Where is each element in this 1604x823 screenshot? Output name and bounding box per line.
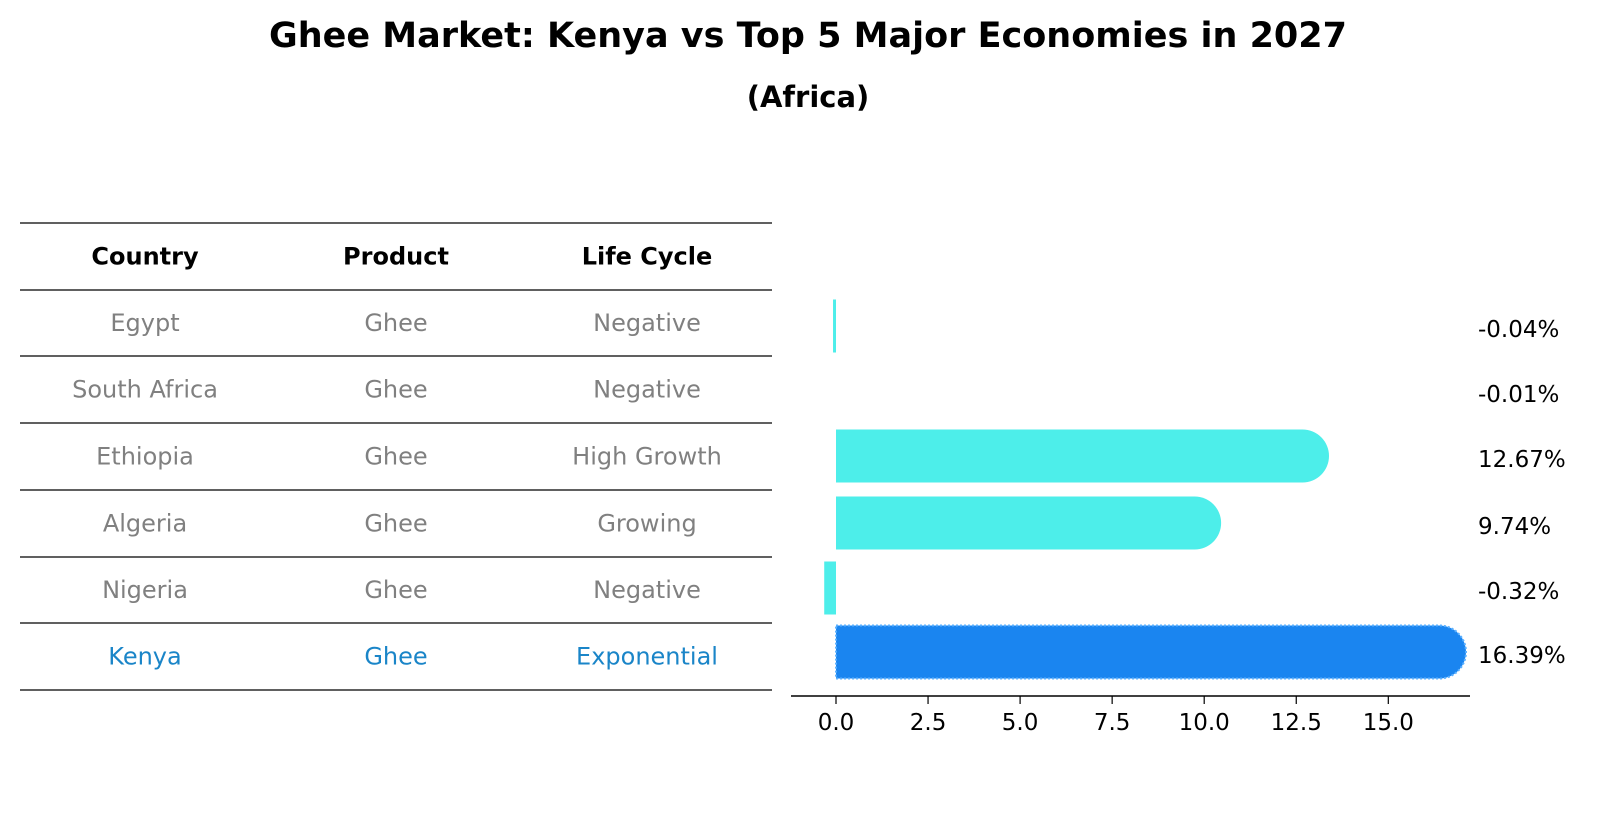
table-cell-country: Nigeria [102, 576, 188, 604]
table-cell-country: Ethiopia [96, 443, 194, 471]
x-tick-label: 2.5 [910, 710, 947, 736]
bar-algeria [836, 496, 1222, 550]
table-cell-product: Ghee [364, 576, 427, 604]
table-cell-product: Ghee [364, 376, 427, 404]
table-cell-life-cycle: Negative [593, 309, 701, 337]
x-tick-label: 7.5 [1094, 710, 1131, 736]
value-label: 9.74% [1478, 514, 1551, 540]
bar-chart: 0.0 2.5 5.0 7.5 10.0 12.5 15.0 -0.04% -0.01% 12.6… [791, 299, 1566, 736]
bar-ethiopia [836, 429, 1330, 483]
table-cell-country: Algeria [103, 510, 187, 538]
product-header: Product [343, 243, 449, 271]
chart-subtitle: (Africa) [746, 80, 870, 114]
x-tick-label: 15.0 [1363, 710, 1414, 736]
value-label: -0.32% [1478, 579, 1559, 605]
table-cell-country: Kenya [108, 643, 181, 671]
table-cell-country: South Africa [72, 376, 218, 404]
chart-title: Ghee Market: Kenya vs Top 5 Major Econom… [269, 16, 1347, 56]
table-cell-life-cycle: Growing [597, 510, 696, 538]
table-cell-life-cycle: Exponential [576, 643, 718, 671]
table-cell-life-cycle: High Growth [572, 443, 722, 471]
table-cell-country: Egypt [110, 309, 179, 337]
bar-kenya [835, 624, 1467, 680]
bar-nigeria [824, 561, 836, 615]
value-label: -0.01% [1478, 382, 1559, 408]
table-cell-product: Ghee [364, 309, 427, 337]
data-table: Country Product Life Cycle Egypt Ghee Negativ… [20, 222, 772, 691]
table-cell-product: Ghee [364, 510, 427, 538]
value-label: 16.39% [1478, 643, 1566, 669]
value-label: -0.04% [1478, 317, 1559, 343]
x-tick-label: 10.0 [1179, 710, 1230, 736]
life-cycle-header: Life Cycle [582, 243, 713, 271]
bar-south-africa [835, 365, 837, 418]
value-label: 12.67% [1478, 447, 1566, 473]
table-cell-product: Ghee [364, 443, 427, 471]
table-cell-life-cycle: Negative [593, 376, 701, 404]
country-header: Country [91, 243, 199, 271]
bar-egypt [833, 299, 836, 353]
x-tick-label: 5.0 [1002, 710, 1039, 736]
x-tick-label: 12.5 [1271, 710, 1322, 736]
x-tick-label: 0.0 [818, 710, 855, 736]
table-cell-product: Ghee [364, 643, 427, 671]
table-cell-life-cycle: Negative [593, 576, 701, 604]
